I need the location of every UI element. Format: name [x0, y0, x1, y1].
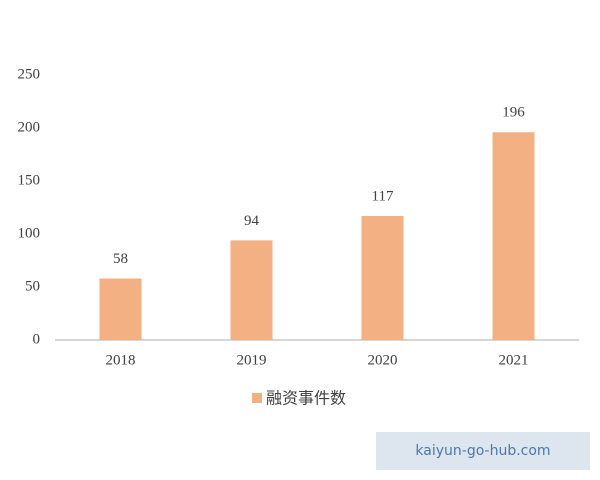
data-label: 58: [113, 251, 128, 267]
y-tick-label: 200: [18, 119, 41, 135]
data-label: 117: [372, 188, 394, 204]
legend-label: 融资事件数: [266, 389, 346, 408]
bar: [361, 215, 404, 340]
x-tick-label: 2021: [499, 352, 529, 368]
y-tick-label: 250: [18, 66, 41, 82]
y-tick-label: 100: [18, 225, 41, 241]
y-tick-label: 50: [25, 278, 40, 294]
y-tick-label: 150: [18, 172, 41, 188]
x-tick-label: 2019: [237, 352, 267, 368]
legend-swatch: [252, 393, 262, 403]
bar: [492, 132, 535, 340]
x-tick-label: 2020: [368, 352, 398, 368]
y-tick-label: 0: [33, 331, 41, 347]
x-tick-label: 2018: [106, 352, 136, 368]
watermark-box: [376, 432, 590, 470]
watermark: kaiyun-go-hub.com: [415, 443, 550, 459]
bar: [230, 240, 273, 340]
data-label: 94: [244, 213, 260, 229]
bar: [99, 278, 142, 340]
data-label: 196: [502, 105, 525, 121]
